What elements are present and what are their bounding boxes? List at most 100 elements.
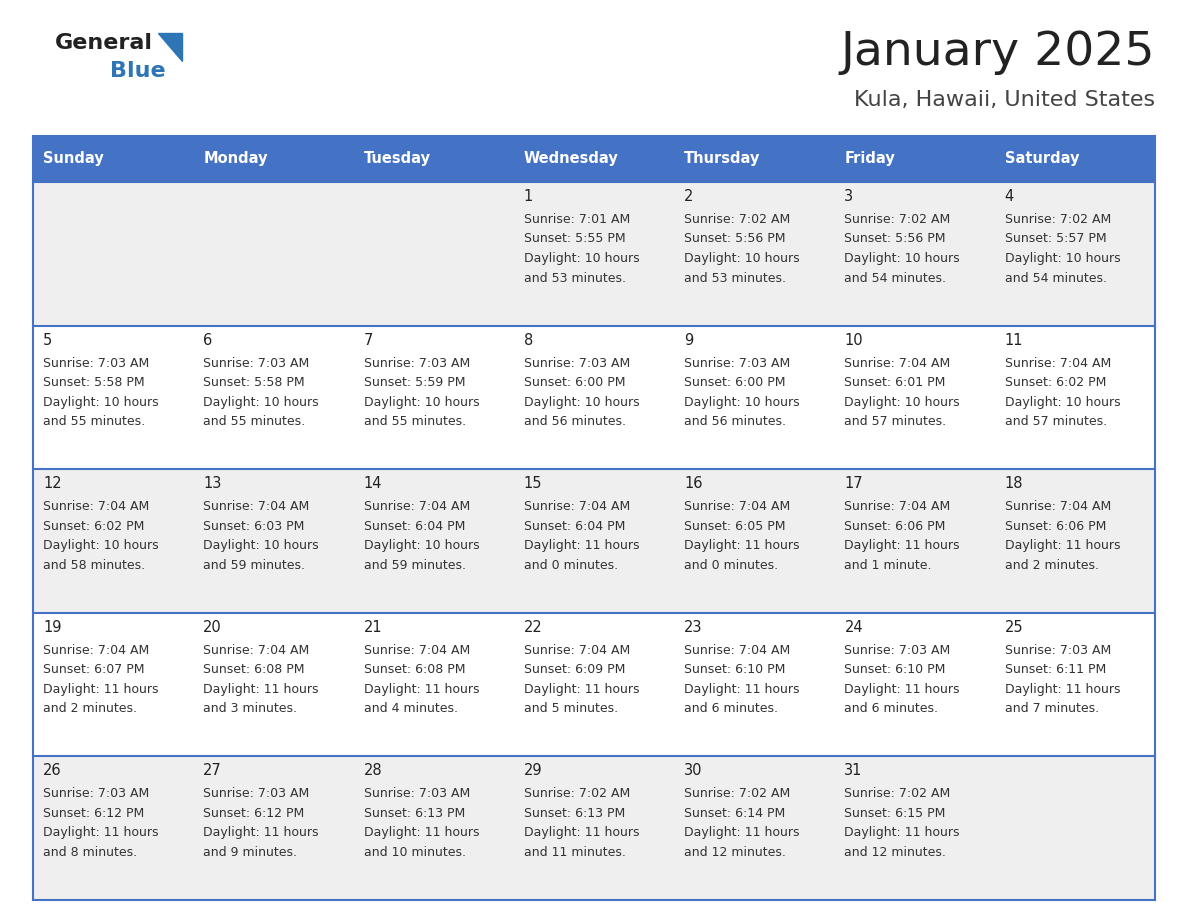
Bar	[354, 182, 514, 326]
Text: Sunset: 5:56 PM: Sunset: 5:56 PM	[845, 232, 946, 245]
Text: Sunset: 6:01 PM: Sunset: 6:01 PM	[845, 376, 946, 389]
Text: Daylight: 10 hours: Daylight: 10 hours	[684, 252, 800, 265]
Text: Daylight: 11 hours: Daylight: 11 hours	[524, 683, 639, 696]
Text: Sunrise: 7:02 AM: Sunrise: 7:02 AM	[1005, 213, 1111, 226]
Text: and 58 minutes.: and 58 minutes.	[43, 559, 145, 572]
Bar	[994, 136, 1155, 182]
Text: Sunset: 6:02 PM: Sunset: 6:02 PM	[43, 520, 145, 532]
Text: Sunrise: 7:03 AM: Sunrise: 7:03 AM	[43, 788, 150, 800]
Text: Sunset: 6:00 PM: Sunset: 6:00 PM	[684, 376, 785, 389]
Text: 18: 18	[1005, 476, 1023, 491]
Bar	[33, 136, 194, 182]
Text: Daylight: 11 hours: Daylight: 11 hours	[364, 826, 479, 839]
Text: Sunset: 6:09 PM: Sunset: 6:09 PM	[524, 664, 625, 677]
Bar	[194, 136, 354, 182]
Text: Daylight: 11 hours: Daylight: 11 hours	[684, 683, 800, 696]
Text: Sunset: 6:02 PM: Sunset: 6:02 PM	[1005, 376, 1106, 389]
Text: and 55 minutes.: and 55 minutes.	[203, 415, 305, 428]
Text: Sunrise: 7:04 AM: Sunrise: 7:04 AM	[524, 644, 630, 656]
Text: and 4 minutes.: and 4 minutes.	[364, 702, 457, 715]
Text: Daylight: 11 hours: Daylight: 11 hours	[364, 683, 479, 696]
Text: Sunset: 6:13 PM: Sunset: 6:13 PM	[364, 807, 465, 820]
Text: 24: 24	[845, 620, 862, 635]
Bar	[354, 613, 514, 756]
Text: Friday: Friday	[845, 151, 896, 166]
Text: Sunrise: 7:04 AM: Sunrise: 7:04 AM	[684, 500, 790, 513]
Text: 11: 11	[1005, 332, 1023, 348]
Text: 9: 9	[684, 332, 694, 348]
Text: Sunset: 6:06 PM: Sunset: 6:06 PM	[1005, 520, 1106, 532]
Text: and 57 minutes.: and 57 minutes.	[845, 415, 947, 428]
Bar	[514, 613, 674, 756]
Bar	[194, 613, 354, 756]
Text: Daylight: 10 hours: Daylight: 10 hours	[524, 252, 639, 265]
Text: 17: 17	[845, 476, 862, 491]
Text: and 53 minutes.: and 53 minutes.	[524, 272, 626, 285]
Text: 28: 28	[364, 764, 383, 778]
Text: Sunset: 6:14 PM: Sunset: 6:14 PM	[684, 807, 785, 820]
Bar	[514, 756, 674, 900]
Text: and 55 minutes.: and 55 minutes.	[364, 415, 466, 428]
Bar	[194, 326, 354, 469]
Text: Daylight: 10 hours: Daylight: 10 hours	[43, 396, 159, 409]
Text: Sunrise: 7:04 AM: Sunrise: 7:04 AM	[203, 500, 310, 513]
Text: 10: 10	[845, 332, 862, 348]
Bar	[33, 182, 194, 326]
Text: Daylight: 11 hours: Daylight: 11 hours	[684, 826, 800, 839]
Text: Daylight: 11 hours: Daylight: 11 hours	[524, 539, 639, 553]
Text: and 0 minutes.: and 0 minutes.	[684, 559, 778, 572]
Text: Sunrise: 7:04 AM: Sunrise: 7:04 AM	[43, 500, 150, 513]
Text: General: General	[55, 33, 153, 53]
Text: Sunrise: 7:02 AM: Sunrise: 7:02 AM	[684, 788, 790, 800]
Text: Sunrise: 7:03 AM: Sunrise: 7:03 AM	[845, 644, 950, 656]
Text: Sunrise: 7:04 AM: Sunrise: 7:04 AM	[845, 500, 950, 513]
Text: Sunrise: 7:04 AM: Sunrise: 7:04 AM	[364, 500, 469, 513]
Text: and 57 minutes.: and 57 minutes.	[1005, 415, 1107, 428]
Text: and 12 minutes.: and 12 minutes.	[845, 845, 947, 859]
Text: 30: 30	[684, 764, 702, 778]
Bar	[834, 136, 994, 182]
Text: Wednesday: Wednesday	[524, 151, 619, 166]
Text: 13: 13	[203, 476, 222, 491]
Bar	[194, 182, 354, 326]
Text: and 9 minutes.: and 9 minutes.	[203, 845, 297, 859]
Text: Sunset: 5:55 PM: Sunset: 5:55 PM	[524, 232, 626, 245]
Bar	[674, 756, 834, 900]
Text: 22: 22	[524, 620, 543, 635]
Text: Daylight: 11 hours: Daylight: 11 hours	[43, 683, 158, 696]
Text: 26: 26	[43, 764, 62, 778]
Bar	[33, 326, 194, 469]
Text: Daylight: 10 hours: Daylight: 10 hours	[1005, 252, 1120, 265]
Text: 21: 21	[364, 620, 383, 635]
Bar	[834, 756, 994, 900]
Text: Sunrise: 7:04 AM: Sunrise: 7:04 AM	[203, 644, 310, 656]
Text: Sunrise: 7:03 AM: Sunrise: 7:03 AM	[684, 356, 790, 370]
Text: and 1 minute.: and 1 minute.	[845, 559, 931, 572]
Text: 6: 6	[203, 332, 213, 348]
Text: 27: 27	[203, 764, 222, 778]
Text: Sunrise: 7:03 AM: Sunrise: 7:03 AM	[364, 356, 469, 370]
Text: and 3 minutes.: and 3 minutes.	[203, 702, 297, 715]
Bar	[674, 613, 834, 756]
Text: Daylight: 10 hours: Daylight: 10 hours	[203, 539, 318, 553]
Text: Sunset: 6:10 PM: Sunset: 6:10 PM	[845, 664, 946, 677]
Text: and 7 minutes.: and 7 minutes.	[1005, 702, 1099, 715]
Text: Saturday: Saturday	[1005, 151, 1079, 166]
Text: and 53 minutes.: and 53 minutes.	[684, 272, 786, 285]
Text: Sunrise: 7:02 AM: Sunrise: 7:02 AM	[524, 788, 630, 800]
Text: and 59 minutes.: and 59 minutes.	[364, 559, 466, 572]
Bar	[834, 326, 994, 469]
Text: Daylight: 10 hours: Daylight: 10 hours	[845, 252, 960, 265]
Bar	[994, 182, 1155, 326]
Text: Sunset: 6:08 PM: Sunset: 6:08 PM	[364, 664, 465, 677]
Text: Sunrise: 7:03 AM: Sunrise: 7:03 AM	[364, 788, 469, 800]
Text: and 6 minutes.: and 6 minutes.	[684, 702, 778, 715]
Text: Thursday: Thursday	[684, 151, 760, 166]
Bar	[674, 326, 834, 469]
Text: Sunrise: 7:03 AM: Sunrise: 7:03 AM	[203, 788, 310, 800]
Text: Daylight: 10 hours: Daylight: 10 hours	[43, 539, 159, 553]
Text: 16: 16	[684, 476, 702, 491]
Text: Sunrise: 7:04 AM: Sunrise: 7:04 AM	[524, 500, 630, 513]
Text: Tuesday: Tuesday	[364, 151, 430, 166]
Text: Sunset: 6:15 PM: Sunset: 6:15 PM	[845, 807, 946, 820]
